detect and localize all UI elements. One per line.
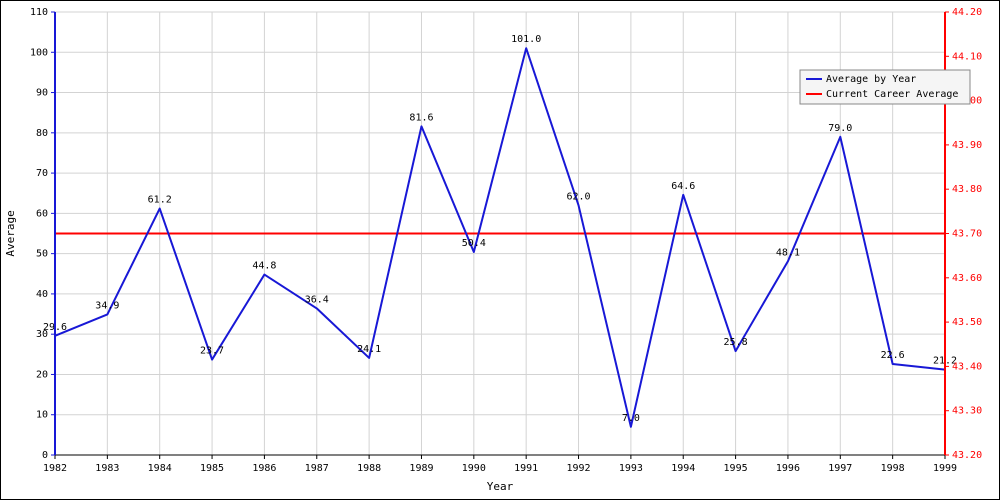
y-right-tick-label: 43.30 xyxy=(952,406,982,417)
y-left-tick-label: 40 xyxy=(36,289,48,300)
x-tick-label: 1993 xyxy=(619,463,643,474)
y-left-tick-label: 80 xyxy=(36,128,48,139)
x-tick-label: 1989 xyxy=(409,463,433,474)
point-label: 64.6 xyxy=(671,181,695,192)
y-left-tick-label: 30 xyxy=(36,329,48,340)
x-tick-label: 1991 xyxy=(514,463,538,474)
y-left-tick-label: 20 xyxy=(36,369,48,380)
legend-label: Current Career Average xyxy=(826,89,958,100)
y-right-tick-label: 43.40 xyxy=(952,361,982,372)
x-tick-label: 1992 xyxy=(566,463,590,474)
point-label: 25.8 xyxy=(724,337,748,348)
y-right-tick-label: 44.20 xyxy=(952,7,982,18)
x-tick-label: 1984 xyxy=(148,463,172,474)
x-tick-label: 1997 xyxy=(828,463,852,474)
y-right-tick-label: 43.90 xyxy=(952,140,982,151)
y-right-tick-label: 43.20 xyxy=(952,450,982,461)
y-left-tick-label: 70 xyxy=(36,168,48,179)
y-right-tick-label: 43.70 xyxy=(952,229,982,240)
y-left-tick-label: 10 xyxy=(36,410,48,421)
point-label: 48.1 xyxy=(776,247,800,258)
x-tick-label: 1990 xyxy=(462,463,486,474)
y-left-tick-label: 90 xyxy=(36,88,48,99)
chart-svg: 29.634.961.223.744.836.424.181.650.4101.… xyxy=(0,0,1000,500)
point-label: 36.4 xyxy=(305,294,329,305)
x-axis-label: Year xyxy=(487,480,514,493)
point-label: 79.0 xyxy=(828,123,852,134)
x-tick-label: 1983 xyxy=(95,463,119,474)
x-tick-label: 1996 xyxy=(776,463,800,474)
point-label: 7.0 xyxy=(622,413,640,424)
x-tick-label: 1988 xyxy=(357,463,381,474)
y-left-tick-label: 50 xyxy=(36,249,48,260)
x-tick-label: 1998 xyxy=(881,463,905,474)
x-tick-label: 1999 xyxy=(933,463,957,474)
x-tick-label: 1987 xyxy=(305,463,329,474)
x-tick-label: 1985 xyxy=(200,463,224,474)
point-label: 22.6 xyxy=(881,350,905,361)
point-label: 81.6 xyxy=(409,112,433,123)
x-tick-label: 1995 xyxy=(724,463,748,474)
point-label: 61.2 xyxy=(148,195,172,206)
point-label: 50.4 xyxy=(462,238,486,249)
x-tick-label: 1982 xyxy=(43,463,67,474)
x-tick-label: 1986 xyxy=(252,463,276,474)
y-left-tick-label: 110 xyxy=(30,7,48,18)
legend-label: Average by Year xyxy=(826,74,916,85)
point-label: 23.7 xyxy=(200,346,224,357)
y-left-tick-label: 0 xyxy=(42,450,48,461)
y-right-tick-label: 43.60 xyxy=(952,273,982,284)
point-label: 101.0 xyxy=(511,34,541,45)
chart-container: 29.634.961.223.744.836.424.181.650.4101.… xyxy=(0,0,1000,500)
y-right-tick-label: 43.80 xyxy=(952,184,982,195)
y-left-tick-label: 100 xyxy=(30,47,48,58)
y-right-tick-label: 44.10 xyxy=(952,51,982,62)
x-tick-label: 1994 xyxy=(671,463,695,474)
y-right-tick-label: 43.50 xyxy=(952,317,982,328)
point-label: 34.9 xyxy=(95,300,119,311)
point-label: 62.0 xyxy=(566,191,590,202)
point-label: 24.1 xyxy=(357,344,381,355)
y-left-axis-label: Average xyxy=(4,210,17,256)
point-label: 44.8 xyxy=(252,261,276,272)
y-left-tick-label: 60 xyxy=(36,208,48,219)
